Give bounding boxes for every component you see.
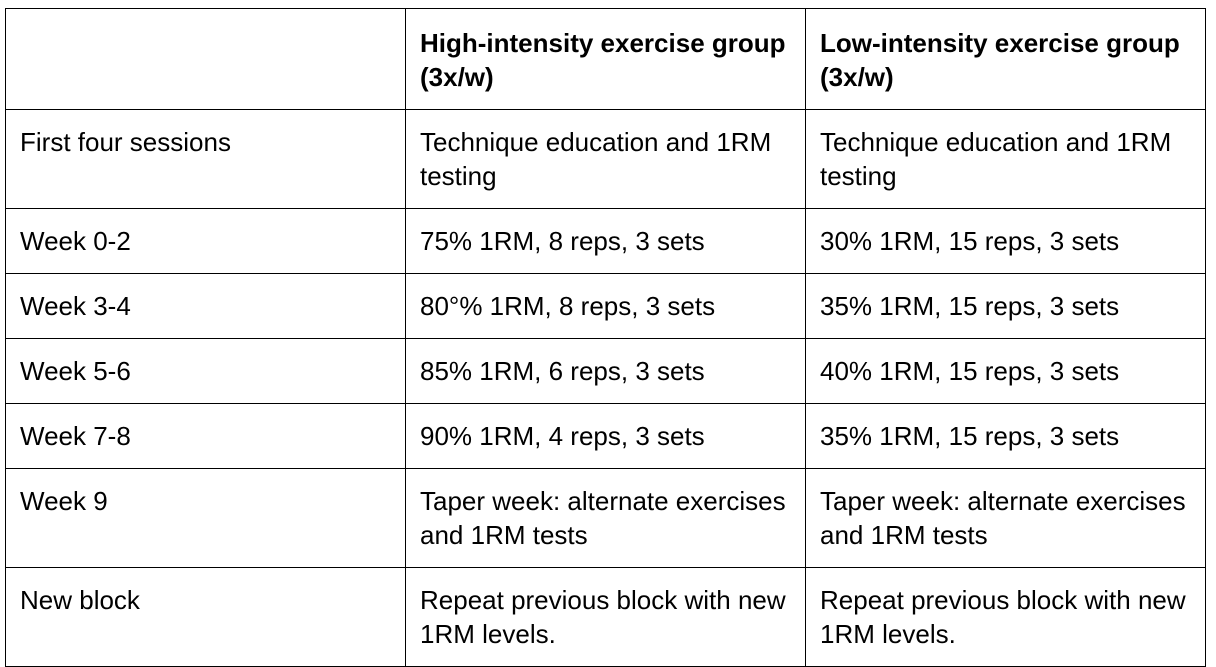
header-cell: Low-intensity exercise group (3x/w) bbox=[805, 8, 1206, 110]
header-cell: High-intensity exercise group (3x/w) bbox=[405, 8, 806, 110]
row-label: Week 3-4 bbox=[5, 273, 406, 339]
table-body: First four sessions Technique education a… bbox=[5, 109, 1206, 667]
schedule-table: High-intensity exercise group (3x/w) Low… bbox=[5, 8, 1206, 667]
table-cell: 40% 1RM, 15 reps, 3 sets bbox=[805, 338, 1206, 404]
row-label: Week 0-2 bbox=[5, 208, 406, 274]
table-row: First four sessions Technique education a… bbox=[5, 109, 1206, 209]
table-cell: Technique education and 1RM testing bbox=[805, 109, 1206, 209]
table-cell: 35% 1RM, 15 reps, 3 sets bbox=[805, 403, 1206, 469]
header-cell-empty bbox=[5, 8, 406, 110]
table-cell: Repeat previous block with new 1RM level… bbox=[405, 567, 806, 667]
row-label: Week 9 bbox=[5, 468, 406, 568]
table-cell: 35% 1RM, 15 reps, 3 sets bbox=[805, 273, 1206, 339]
table-cell: Taper week: alternate exercises and 1RM … bbox=[405, 468, 806, 568]
row-label: New block bbox=[5, 567, 406, 667]
row-label: Week 7-8 bbox=[5, 403, 406, 469]
table-row: Week 5-6 85% 1RM, 6 reps, 3 sets 40% 1RM, … bbox=[5, 338, 1206, 404]
table-row: Week 3-4 80°% 1RM, 8 reps, 3 sets 35% 1RM,… bbox=[5, 273, 1206, 339]
table-row: Week 0-2 75% 1RM, 8 reps, 3 sets 30% 1RM, … bbox=[5, 208, 1206, 274]
table-cell: Taper week: alternate exercises and 1RM … bbox=[805, 468, 1206, 568]
table-cell: 90% 1RM, 4 reps, 3 sets bbox=[405, 403, 806, 469]
table-cell: Repeat previous block with new 1RM level… bbox=[805, 567, 1206, 667]
table-row: Week 7-8 90% 1RM, 4 reps, 3 sets 35% 1RM, … bbox=[5, 403, 1206, 469]
table-row: Week 9 Taper week: alternate exercises an… bbox=[5, 468, 1206, 568]
header-row: High-intensity exercise group (3x/w) Low… bbox=[5, 8, 1206, 110]
table-cell: Technique education and 1RM testing bbox=[405, 109, 806, 209]
table-cell: 80°% 1RM, 8 reps, 3 sets bbox=[405, 273, 806, 339]
row-label: First four sessions bbox=[5, 109, 406, 209]
table-row: New block Repeat previous block with new … bbox=[5, 567, 1206, 667]
table-cell: 30% 1RM, 15 reps, 3 sets bbox=[805, 208, 1206, 274]
table-head: High-intensity exercise group (3x/w) Low… bbox=[5, 8, 1206, 110]
row-label: Week 5-6 bbox=[5, 338, 406, 404]
table-cell: 85% 1RM, 6 reps, 3 sets bbox=[405, 338, 806, 404]
table-cell: 75% 1RM, 8 reps, 3 sets bbox=[405, 208, 806, 274]
